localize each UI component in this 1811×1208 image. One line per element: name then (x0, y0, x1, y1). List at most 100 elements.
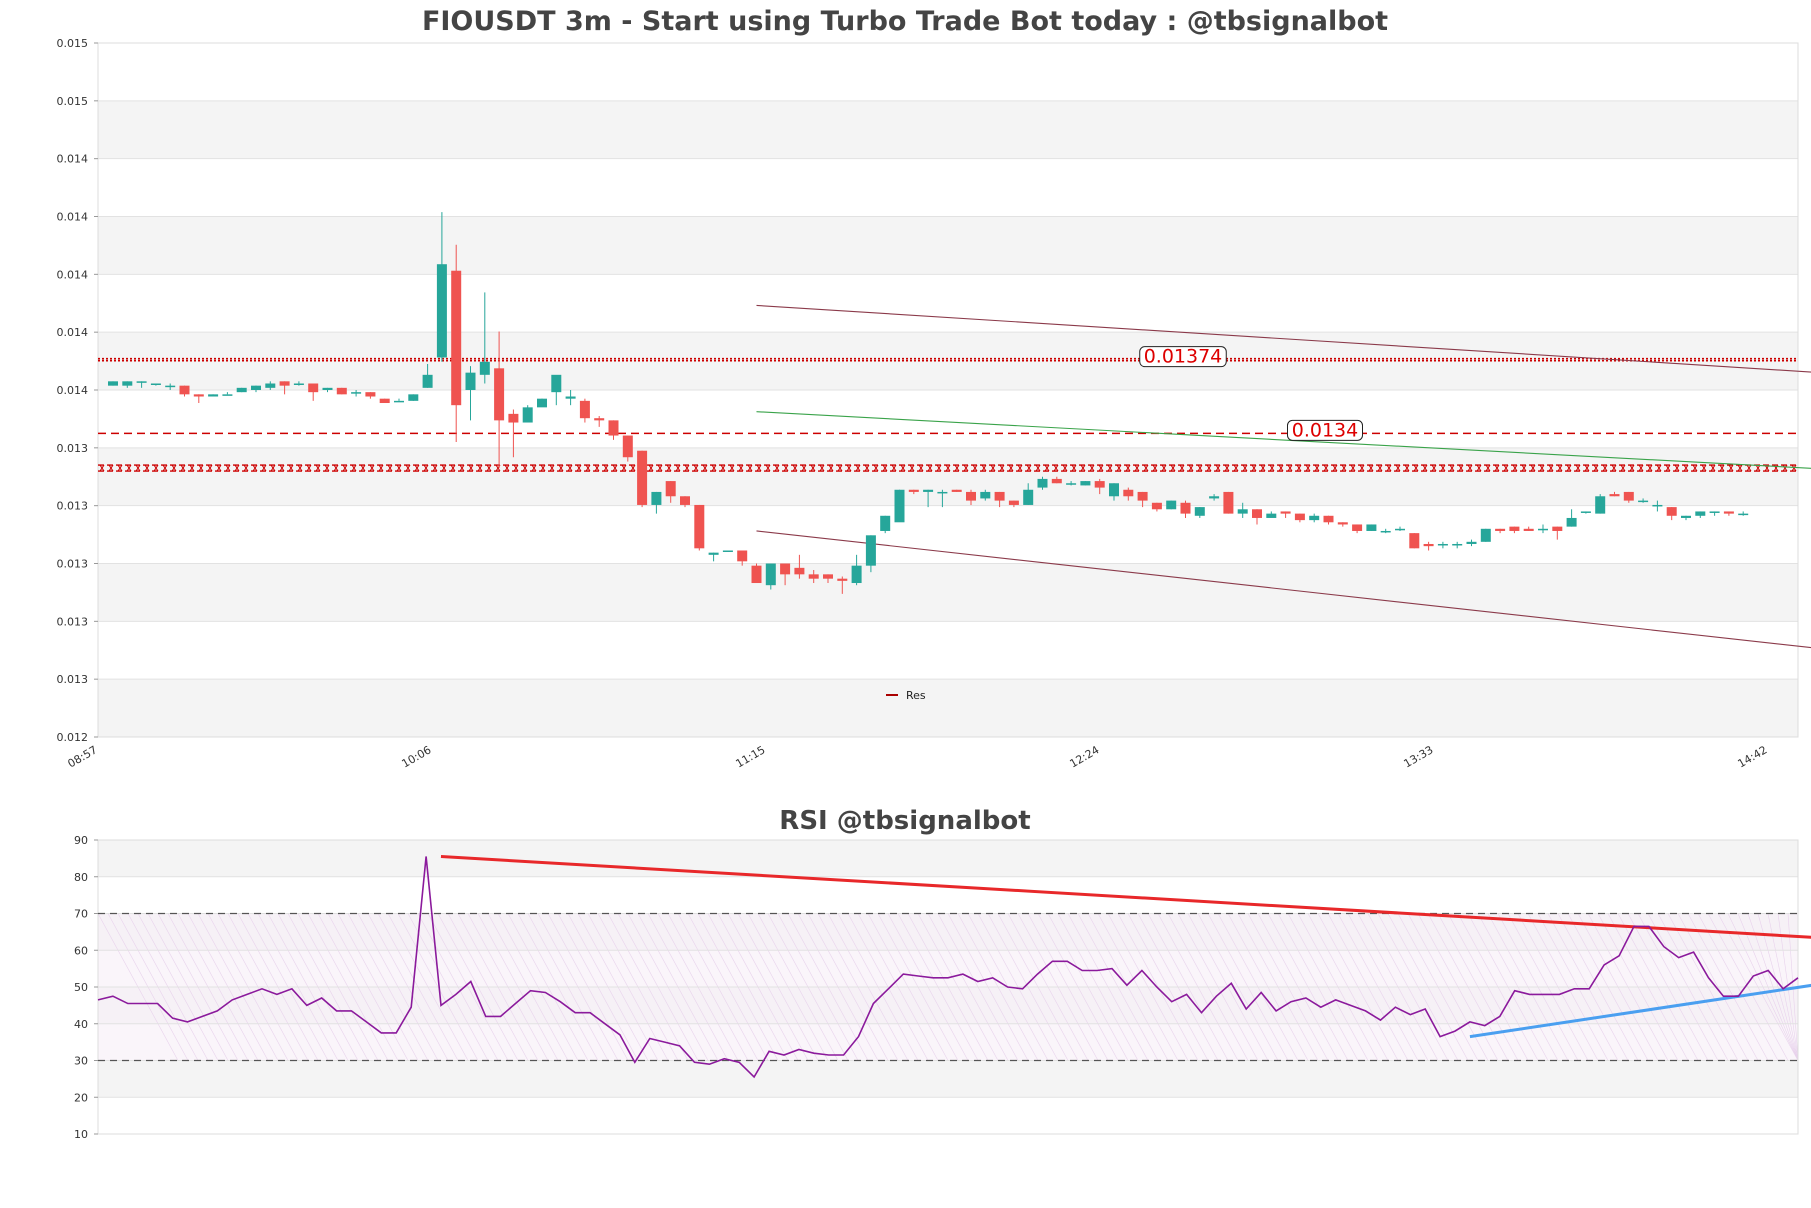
candle-body (236, 387, 247, 393)
price-level-hatch (1314, 464, 1320, 472)
price-x-axis: 08:57 10:06 11:15 12:24 13:33 14:42 (66, 743, 1770, 770)
candle-body (694, 504, 705, 549)
candle-body (494, 368, 505, 421)
price-level-hatch (1611, 464, 1617, 472)
price-grid-band (98, 216, 1798, 275)
candle-body (1194, 507, 1205, 516)
price-level-hatch (963, 464, 969, 472)
candle-body (379, 398, 390, 404)
price-level-hatch (801, 464, 807, 472)
price-level-hatch (1539, 464, 1545, 472)
price-level-hatch (612, 464, 618, 472)
price-level-hatch (99, 464, 105, 472)
candle-body (1738, 513, 1749, 516)
price-level-hatch (189, 464, 195, 472)
candle-body (1209, 496, 1220, 499)
price-y-tick-label: 0.013 (57, 442, 89, 455)
candle-body (136, 381, 147, 383)
candle-body (823, 574, 833, 579)
rsi-trendline-rsi-resistance (440, 855, 1811, 939)
candle-body (451, 270, 462, 406)
candle-body (1337, 522, 1348, 525)
price-level-hatch (279, 464, 285, 472)
rsi-chart: RSI @tbsignalbot 10 20 30 40 50 60 70 80 90 (74, 806, 1811, 1141)
candle-body (1552, 526, 1563, 531)
price-level-hatch (504, 464, 510, 472)
price-level-hatch (1458, 464, 1464, 472)
candle-body (1094, 481, 1105, 488)
price-level-hatch (1593, 464, 1599, 472)
candle-body (322, 387, 333, 390)
price-grid-band (98, 563, 1798, 622)
rsi-chart-title: RSI @tbsignalbot (779, 806, 1030, 836)
price-level-hatch (216, 464, 222, 472)
rsi-grid-bands (97, 839, 1799, 1135)
candle-body (293, 383, 304, 385)
price-level-hatch (1197, 464, 1203, 472)
price-level-hatch (1602, 464, 1608, 472)
price-level-hatch (1719, 464, 1725, 472)
price-x-tick-label: 13:33 (1402, 743, 1436, 770)
candle-body (1437, 543, 1448, 546)
price-chart: FIOUSDT 3m - Start using Turbo Trade Bot… (57, 6, 1811, 770)
candle-body (508, 413, 519, 423)
candle-body (336, 387, 347, 395)
price-level-hatch (603, 464, 609, 472)
candle-body (422, 374, 433, 388)
price-level-hatch (1251, 464, 1257, 472)
rsi-trendlines (440, 855, 1811, 1039)
candle-body (1252, 509, 1262, 518)
candle-body (608, 420, 619, 436)
price-level-hatch (162, 464, 168, 472)
price-level-hatch (423, 464, 429, 472)
price-level-hatch (729, 464, 735, 472)
price-level-hatch (954, 464, 960, 472)
candle-body (1638, 500, 1649, 503)
rsi-y-tick-label: 90 (74, 834, 88, 847)
candle-body (622, 435, 633, 458)
price-level-hatch (1035, 464, 1041, 472)
price-level-hatch (1188, 464, 1194, 472)
price-level-hatch (1386, 464, 1392, 472)
candle-body (1180, 502, 1191, 514)
price-level-hatch (315, 464, 321, 472)
price-level-hatch (558, 464, 564, 472)
price-level-hatch (837, 464, 843, 472)
rsi-grid-band (98, 1060, 1798, 1098)
price-level-hatch (1026, 464, 1032, 472)
price-level-hatch (684, 464, 690, 472)
price-level-hatch (135, 464, 141, 472)
price-y-tick-label: 0.014 (57, 268, 89, 281)
price-level-hatch (1161, 464, 1167, 472)
price-x-tick-label: 11:15 (734, 743, 768, 770)
price-y-tick-label: 0.014 (57, 153, 89, 166)
price-y-tick-label: 0.013 (57, 615, 89, 628)
price-level-hatch (1422, 464, 1428, 472)
price-grid-band (98, 447, 1798, 506)
price-y-axis: 0.012 0.013 0.013 0.013 0.013 0.013 0.014 0.014… (57, 37, 98, 744)
candle-body (1623, 491, 1634, 501)
price-level-label: 0.0134 (1292, 419, 1358, 441)
price-level-hatch (1521, 464, 1527, 472)
price-level-hatch (1467, 464, 1473, 472)
price-level-hatch (675, 464, 681, 472)
candle-body (751, 565, 762, 584)
candle-body (794, 567, 805, 575)
price-level-hatch (999, 464, 1005, 472)
candle-body (1595, 496, 1606, 514)
price-level-hatch (738, 464, 744, 472)
candle-body (436, 264, 447, 358)
price-level-hatch (288, 464, 294, 472)
price-level-hatch (468, 464, 474, 472)
candle-body (1395, 528, 1405, 531)
price-level-hatch (783, 464, 789, 472)
price-level-hatch (378, 464, 384, 472)
price-level-hatch (900, 464, 906, 472)
price-level-hatch (720, 464, 726, 472)
price-level-hatch (117, 464, 123, 472)
candle-body (680, 496, 690, 505)
candle-body (1037, 478, 1048, 488)
price-level-hatch (855, 464, 861, 472)
price-y-tick-label: 0.013 (57, 673, 89, 686)
price-level-hatch (360, 464, 366, 472)
